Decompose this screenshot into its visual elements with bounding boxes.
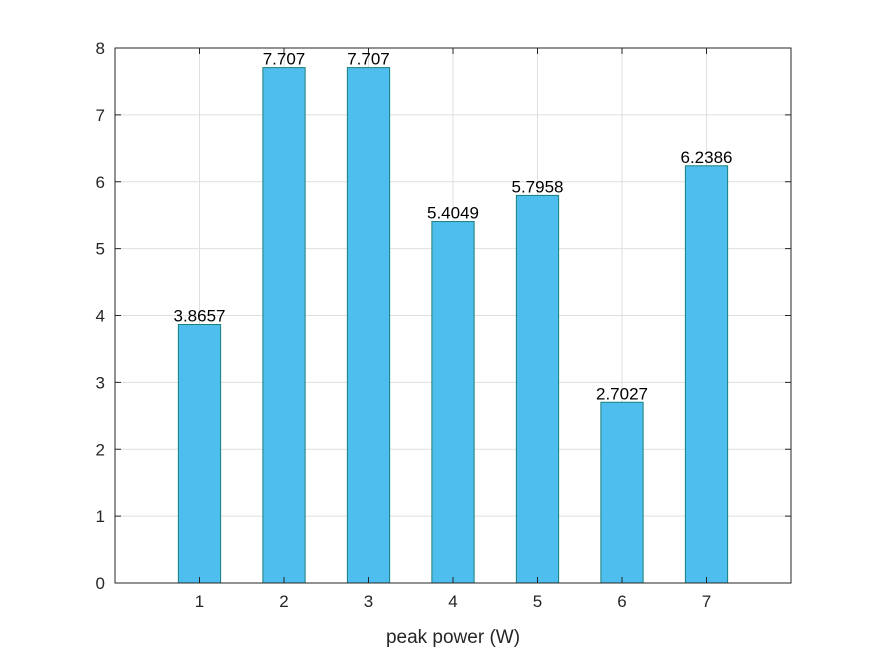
bar: [346, 67, 391, 584]
y-tick-label: 3: [96, 373, 105, 392]
y-tick-label: 0: [96, 574, 105, 593]
y-tick-label: 5: [96, 240, 105, 259]
x-tick-label: 2: [279, 592, 288, 611]
y-tick-label: 8: [96, 39, 105, 58]
y-tick-label: 4: [96, 307, 105, 326]
data-label: 3.8657: [174, 306, 226, 325]
x-tick-label: 5: [533, 592, 542, 611]
y-tick-label: 2: [96, 440, 105, 459]
y-tick-label: 1: [96, 507, 105, 526]
bar: [177, 323, 222, 584]
bar: [515, 194, 560, 584]
x-tick-label: 3: [364, 592, 373, 611]
x-tick-label: 6: [617, 592, 626, 611]
bars: [177, 67, 729, 584]
bar: [600, 401, 644, 584]
y-tick-label: 6: [96, 173, 105, 192]
data-label: 5.4049: [427, 204, 479, 223]
y-tick-label: 7: [96, 106, 105, 125]
data-labels: 3.8657 7.707 7.707 5.4049 5.7958 2.7027 6.2386: [174, 50, 733, 404]
x-tick-label: 1: [195, 592, 204, 611]
data-label: 6.2386: [681, 148, 733, 167]
data-label: 7.707: [263, 50, 306, 69]
bar: [431, 221, 475, 584]
data-label: 5.7958: [512, 177, 564, 196]
x-tick-label: 7: [702, 592, 711, 611]
data-label: 7.707: [347, 50, 390, 69]
x-axis-title: peak power (W): [386, 627, 520, 648]
bar: [684, 165, 729, 584]
x-tick-label: 4: [448, 592, 457, 611]
data-label: 2.7027: [596, 384, 648, 403]
axis-ticks: 0 1 2 3 4 5 6 7 8 1 2 3 4 5 6 7: [96, 39, 791, 611]
bar: [262, 67, 306, 584]
